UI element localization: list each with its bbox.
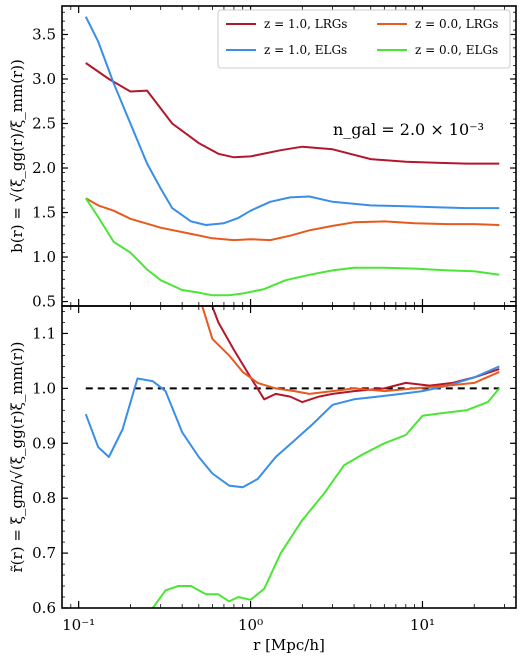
x-tick-label: 10⁰	[238, 616, 263, 634]
legend-label: z = 1.0, LRGs	[264, 17, 347, 31]
top-series-line-2	[85, 197, 500, 242]
bottom-panel: 0.6 0.7 0.8 0.9 1.0 1.1 10⁻¹ 10⁰ 10¹	[32, 305, 517, 634]
top-series-line-0	[85, 62, 500, 165]
bottom-plot-area	[84, 306, 501, 608]
top-ytick-label: 2.0	[32, 159, 56, 177]
top-ytick-label: 1.5	[32, 204, 56, 222]
top-y-axis: 0.5 1.0 1.5 2.0 2.5 3.0 3.5	[32, 11, 516, 311]
top-plot-area	[84, 16, 500, 297]
bottom-y-axis-label: r̃(r) = ξ_gm/√(ξ_gg(r)ξ_mm(r))	[8, 342, 26, 573]
bottom-series-line-3	[151, 387, 501, 608]
bottom-y-axis: 0.6 0.7 0.8 0.9 1.0 1.1	[32, 311, 516, 617]
bottom-ytick-label: 0.9	[32, 434, 56, 452]
bottom-series-line-1	[84, 365, 500, 489]
legend: z = 1.0, LRGs z = 0.0, LRGs z = 1.0, ELGs z…	[217, 9, 511, 69]
bottom-frame	[61, 305, 517, 609]
top-ytick-label: 2.5	[32, 115, 56, 133]
bottom-series-line-0	[211, 306, 500, 404]
bottom-ytick-label: 1.1	[32, 324, 56, 342]
top-ytick-label: 1.0	[32, 248, 56, 266]
bottom-ytick-label: 0.7	[32, 544, 56, 562]
x-tick-label: 10⁻¹	[62, 616, 95, 634]
top-ytick-label: 0.5	[32, 293, 56, 311]
top-series-line-1	[84, 16, 500, 226]
legend-label: z = 0.0, LRGs	[415, 17, 498, 31]
x-tick-label: 10¹	[410, 616, 435, 634]
bottom-ytick-label: 0.6	[32, 599, 56, 617]
bottom-ytick-label: 0.8	[32, 489, 56, 507]
bottom-series-line-2	[201, 306, 500, 395]
top-panel: 0.5 1.0 1.5 2.0 2.5 3.0 3.5 n_gal = 2.0 × 10⁻³…	[32, 5, 517, 311]
bottom-x-axis: 10⁻¹ 10⁰ 10¹	[61, 306, 505, 634]
bottom-ytick-label: 1.0	[32, 379, 56, 397]
top-ytick-label: 3.5	[32, 25, 56, 43]
top-y-axis-label: b(r) = √(ξ_gg(r)/ξ_mm(r))	[8, 59, 26, 253]
ngal-annotation: n_gal = 2.0 × 10⁻³	[333, 120, 484, 139]
legend-box	[217, 9, 511, 69]
legend-label: z = 1.0, ELGs	[264, 43, 347, 57]
x-axis-label: r [Mpc/h]	[253, 636, 325, 654]
top-ytick-label: 3.0	[32, 70, 56, 88]
legend-label: z = 0.0, ELGs	[415, 43, 498, 57]
top-series-line-3	[84, 197, 500, 297]
